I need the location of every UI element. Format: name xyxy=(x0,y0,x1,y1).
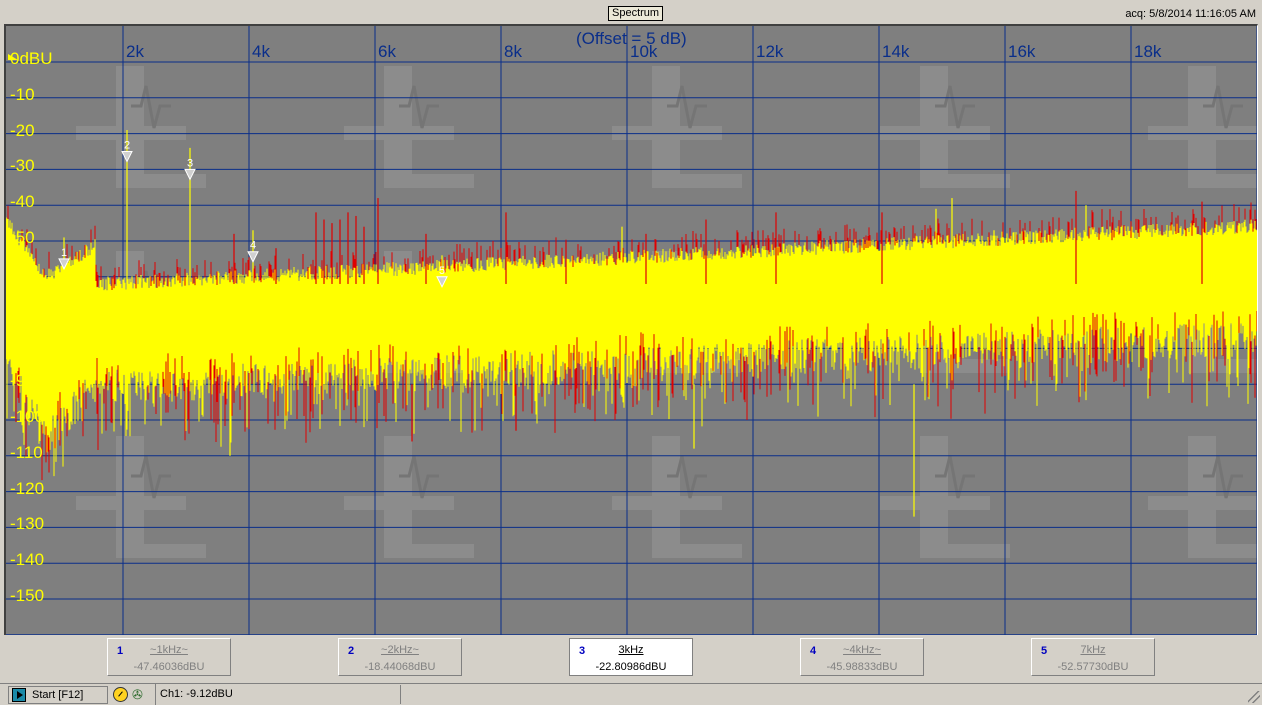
start-button[interactable]: Start [F12] xyxy=(8,686,108,704)
x-tick-label: 2k xyxy=(126,42,144,61)
y-tick-label: -90 xyxy=(10,371,35,391)
y-tick-label: 0dBU xyxy=(10,49,53,68)
x-tick-label: 10k xyxy=(630,42,658,61)
svg-text:3: 3 xyxy=(187,157,193,169)
gauge-icon[interactable] xyxy=(113,687,128,702)
y-tick-label: -20 xyxy=(10,120,35,140)
y-tick-label: -120 xyxy=(10,478,45,498)
audio-logo-watermark-icon xyxy=(1148,436,1257,558)
svg-text:5: 5 xyxy=(439,265,445,277)
y-tick-label: -40 xyxy=(10,192,35,212)
noise-floor-trace xyxy=(6,202,1257,481)
acquisition-timestamp: acq: 5/8/2014 11:16:05 AM xyxy=(1125,8,1256,20)
audio-logo-watermark-icon xyxy=(880,436,1010,558)
y-tick-label: -30 xyxy=(10,156,35,176)
audio-logo-watermark-icon xyxy=(344,436,474,558)
svg-text:1: 1 xyxy=(61,247,67,259)
marker-readout-4[interactable]: 4 ~4kHz~ -45.98833dBU xyxy=(800,638,924,676)
audio-logo-watermark-icon xyxy=(1148,66,1257,188)
marker-5: 5 xyxy=(436,265,448,288)
marker-frequency-link[interactable]: 7kHz xyxy=(1080,644,1106,656)
spectrum-canvas[interactable]: 1 2 3 4 5 xyxy=(6,26,1258,635)
spectrum-plot[interactable]: 1 2 3 4 5 (Offset = 5 dB) 0dBU -10 -20 -30 -40 -5… xyxy=(4,24,1258,635)
marker-frequency-link[interactable]: 3kHz xyxy=(618,644,644,656)
marker-readout-5[interactable]: 5 7kHz -52.57730dBU xyxy=(1031,638,1155,676)
audio-logo-watermark-icon xyxy=(880,66,1010,188)
x-tick-label: 14k xyxy=(882,42,910,61)
y-tick-label: -100 xyxy=(10,407,45,426)
marker-2: 2 xyxy=(121,140,133,163)
y-tick-label: -150 xyxy=(10,586,45,605)
marker-readout-bar: 1 ~1kHz~ -47.46036dBU 2 ~2kHz~ -18.44068dBU 3 3… xyxy=(0,636,1262,682)
offset-label: (Offset = 5 dB) xyxy=(576,29,687,48)
y-tick-label: -130 xyxy=(10,514,45,534)
spectral-spikes xyxy=(63,130,1243,284)
marker-readout-1[interactable]: 1 ~1kHz~ -47.46036dBU xyxy=(107,638,231,676)
audio-logo-watermark-icon xyxy=(344,66,474,188)
marker-frequency-link[interactable]: ~1kHz~ xyxy=(150,644,188,656)
x-tick-label: 6k xyxy=(378,42,396,61)
marker-number: 2 xyxy=(348,645,355,657)
y-tick-label: -80 xyxy=(10,335,35,355)
svg-text:4: 4 xyxy=(250,240,256,252)
audio-logo-watermark-icon xyxy=(76,436,206,558)
marker-frequency-link[interactable]: ~2kHz~ xyxy=(381,644,419,656)
marker-readout-3[interactable]: 3 3kHz -22.80986dBU xyxy=(569,638,693,676)
title-bar: Spectrum acq: 5/8/2014 11:16:05 AM xyxy=(0,0,1262,24)
y-tick-label: -60 xyxy=(10,263,35,283)
svg-text:2: 2 xyxy=(124,140,130,152)
x-tick-label: 16k xyxy=(1008,42,1036,61)
x-tick-label: 4k xyxy=(252,42,270,61)
channel-readout: Ch1: -9.12dBU xyxy=(155,684,233,705)
ref-level-arrow-icon xyxy=(8,54,18,60)
y-tick-label: -10 xyxy=(10,84,35,104)
audio-logo-watermark-icon xyxy=(612,66,742,188)
marker-number: 1 xyxy=(117,645,124,657)
marker-level-value: -45.98833dBU xyxy=(826,661,898,673)
spectral-dips xyxy=(229,384,915,517)
marker-4: 4 xyxy=(247,240,259,263)
y-tick-label: -110 xyxy=(10,442,43,462)
marker-number: 5 xyxy=(1041,645,1048,657)
y-tick-label: -50 xyxy=(10,228,35,247)
marker-number: 3 xyxy=(579,645,586,657)
marker-level-value: -47.46036dBU xyxy=(133,661,205,673)
marker-level-value: -22.80986dBU xyxy=(595,661,667,673)
audio-logo-watermark-icon xyxy=(76,66,206,188)
y-tick-label: -70 xyxy=(10,299,35,319)
audio-logo-watermark-icon xyxy=(612,436,742,558)
marker-level-value: -52.57730dBU xyxy=(1057,661,1129,673)
resize-grip-icon[interactable] xyxy=(1248,691,1260,703)
play-icon xyxy=(12,688,26,702)
window-title: Spectrum xyxy=(608,6,664,21)
start-button-label: Start [F12] xyxy=(32,689,84,701)
x-tick-label: 12k xyxy=(756,42,784,61)
marker-3: 3 xyxy=(184,157,196,181)
marker-frequency-link[interactable]: ~4kHz~ xyxy=(843,644,881,656)
x-tick-label: 8k xyxy=(504,42,522,61)
y-tick-label: -140 xyxy=(10,550,45,570)
status-divider xyxy=(400,685,401,704)
marker-1: 1 xyxy=(58,247,70,271)
probe-icon[interactable]: ✇ xyxy=(132,687,143,702)
marker-level-value: -18.44068dBU xyxy=(364,661,436,673)
marker-number: 4 xyxy=(810,645,817,657)
marker-readout-2[interactable]: 2 ~2kHz~ -18.44068dBU xyxy=(338,638,462,676)
x-tick-label: 18k xyxy=(1134,42,1162,61)
status-bar: Start [F12] ✇ Ch1: -9.12dBU xyxy=(0,683,1262,705)
